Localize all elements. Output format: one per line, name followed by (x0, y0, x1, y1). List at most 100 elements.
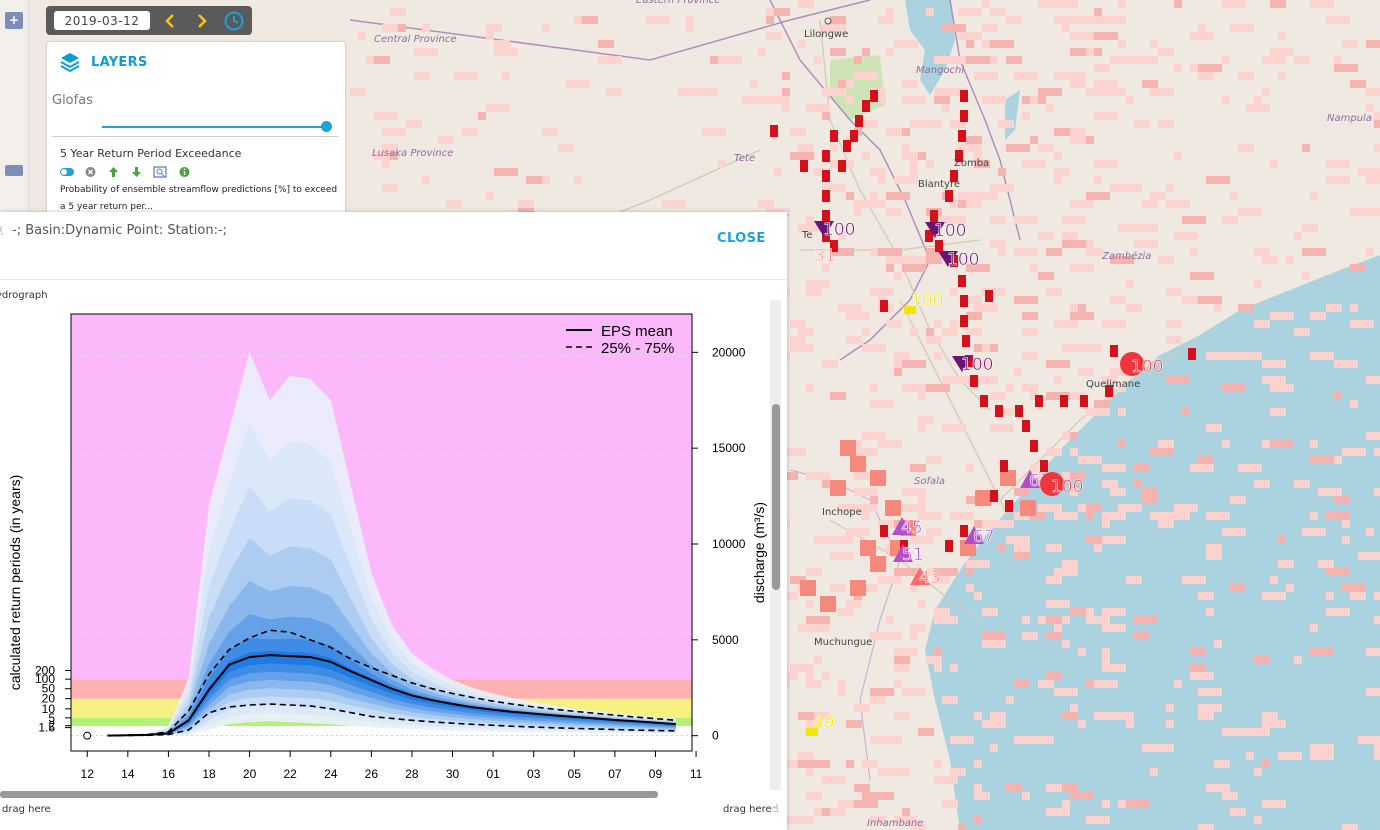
forecast-cell (886, 320, 902, 328)
remove-icon[interactable] (84, 166, 97, 178)
forecast-cell (1070, 80, 1078, 88)
horizontal-scrollbar-thumb[interactable] (0, 791, 658, 798)
forecast-cell (926, 8, 934, 16)
forecast-cell (422, 176, 430, 184)
forecast-cell (494, 168, 518, 176)
forecast-cell (598, 56, 622, 64)
forecast-cell (1014, 488, 1030, 496)
forecast-cell (902, 808, 910, 816)
info-icon[interactable] (178, 166, 191, 178)
chevron-left-icon[interactable] (159, 10, 181, 32)
forecast-cell (1190, 32, 1214, 40)
forecast-cell (1086, 136, 1094, 144)
forecast-cell (1054, 360, 1062, 368)
forecast-cell (878, 248, 902, 256)
opacity-slider[interactable] (102, 126, 327, 128)
city-dot (824, 17, 832, 25)
forecast-cell (854, 440, 862, 448)
marker-label: 43 (919, 568, 941, 588)
zoom-control-button[interactable] (5, 165, 23, 176)
forecast-cell (958, 144, 982, 152)
zoom-extent-icon[interactable] (153, 166, 167, 178)
x-tick-label: 11 (690, 767, 703, 781)
forecast-cell (1086, 16, 1102, 24)
forecast-cell (1134, 184, 1142, 192)
forecast-cell (966, 200, 982, 208)
vertical-scrollbar-thumb[interactable] (772, 404, 780, 590)
forecast-cell (1142, 744, 1150, 752)
forecast-cell (1286, 752, 1302, 760)
forecast-cell (838, 800, 862, 808)
forecast-cell (974, 160, 990, 168)
forecast-cell (838, 688, 846, 696)
forecast-cell (910, 160, 918, 168)
forecast-cell (382, 184, 398, 192)
forecast-cell (790, 664, 814, 672)
forecast-cell (1054, 0, 1078, 8)
river-cell (843, 140, 851, 152)
drag-handle-left[interactable]: drag here (2, 804, 51, 815)
forecast-cell (1206, 672, 1214, 680)
forecast-cell (862, 760, 878, 768)
forecast-cell (1020, 500, 1036, 516)
forecast-cell (790, 152, 814, 160)
clock-icon[interactable] (223, 10, 245, 32)
popup-header[interactable]: ☝ -; Basin:Dynamic Point: Station:-; CLO… (0, 212, 787, 280)
chevron-right-icon[interactable] (191, 10, 213, 32)
zoom-in-button[interactable]: + (5, 12, 23, 29)
river-cell (822, 190, 830, 202)
river-cell (822, 210, 830, 222)
forecast-cell (998, 168, 1006, 176)
forecast-cell (1102, 480, 1118, 488)
forecast-cell (1334, 496, 1350, 504)
forecast-cell (1342, 520, 1350, 528)
forecast-cell (1374, 120, 1380, 128)
close-button[interactable]: CLOSE (717, 231, 766, 246)
forecast-cell (1054, 512, 1078, 520)
forecast-cell (1046, 544, 1054, 552)
river-cell (960, 315, 968, 327)
layer-group-label: Glofas (52, 93, 93, 108)
drag-handle-right[interactable]: drag here (723, 804, 772, 815)
forecast-cell (1230, 0, 1246, 8)
forecast-cell (1302, 272, 1310, 280)
forecast-cell (1102, 664, 1126, 672)
forecast-cell (1270, 312, 1294, 320)
forecast-cell (1158, 120, 1174, 128)
move-up-icon[interactable] (107, 166, 120, 178)
forecast-cell (814, 760, 830, 768)
forecast-cell (1326, 608, 1350, 616)
forecast-cell (862, 512, 870, 520)
forecast-cell (790, 320, 806, 328)
forecast-cell (1102, 656, 1110, 664)
forecast-cell (918, 416, 934, 424)
forecast-cell (1310, 440, 1318, 448)
forecast-cell (1062, 240, 1086, 248)
forecast-cell (1054, 72, 1078, 80)
river-cell (800, 160, 808, 172)
drag-hand-icon[interactable]: ☝ (772, 802, 779, 815)
forecast-cell (886, 768, 910, 776)
forecast-cell (798, 624, 814, 632)
move-down-icon[interactable] (130, 166, 143, 178)
toggle-icon[interactable] (59, 166, 75, 178)
layers-stack-icon (60, 52, 80, 76)
place-label: Inchope (822, 507, 862, 518)
forecast-cell (950, 512, 974, 520)
opacity-slider-handle[interactable] (321, 121, 332, 132)
place-label: Zomba (954, 158, 989, 169)
return-period-marker (964, 526, 984, 544)
forecast-cell (862, 432, 886, 440)
forecast-cell (830, 584, 846, 592)
forecast-cell (1326, 592, 1334, 600)
forecast-cell (1126, 304, 1142, 312)
forecast-cell (966, 312, 982, 320)
forecast-cell (926, 568, 934, 576)
drag-hand-icon[interactable]: ☝ (0, 224, 3, 238)
layer-description: Probability of ensemble streamflow predi… (60, 185, 338, 212)
forecast-cell (878, 16, 894, 24)
date-input[interactable] (54, 11, 150, 30)
forecast-cell (1054, 128, 1070, 136)
forecast-cell (870, 470, 886, 486)
forecast-cell (1030, 392, 1038, 400)
